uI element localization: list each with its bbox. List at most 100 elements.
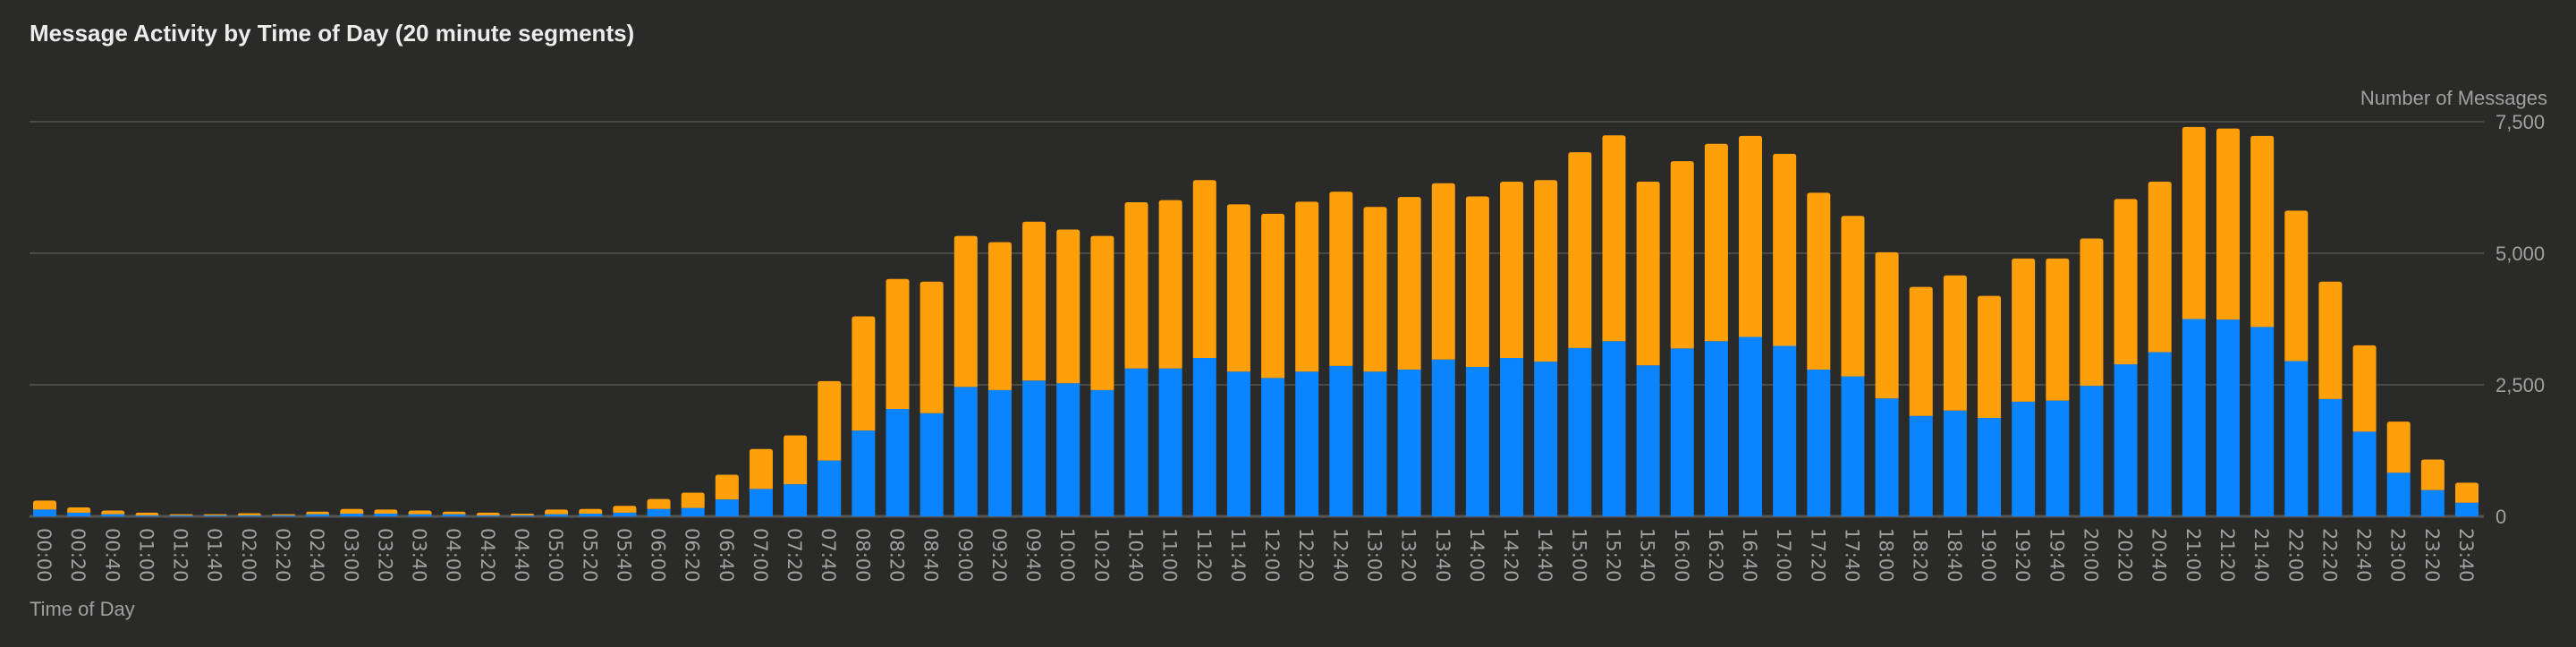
x-tick-label: 04:40 bbox=[511, 528, 532, 583]
bar-segment-top bbox=[306, 511, 330, 515]
bar-segment-top bbox=[1022, 221, 1046, 381]
bar-segment-top bbox=[1534, 180, 1558, 362]
bar-segment-bottom bbox=[203, 515, 227, 516]
bar-segment-top bbox=[374, 509, 398, 515]
x-tick-label: 18:20 bbox=[1910, 528, 1931, 583]
x-tick-label: 12:00 bbox=[1261, 528, 1283, 583]
bar-segment-top bbox=[715, 474, 739, 500]
x-tick-label: 12:40 bbox=[1329, 528, 1351, 583]
x-tick-label: 22:40 bbox=[2353, 528, 2375, 583]
x-tick-label: 00:40 bbox=[101, 528, 123, 583]
bar-segment-bottom bbox=[579, 514, 603, 516]
bar-segment-bottom bbox=[852, 430, 876, 516]
x-tick-label: 09:00 bbox=[954, 528, 976, 583]
bar-segment-bottom bbox=[1704, 341, 1728, 516]
bar-segment-top bbox=[681, 492, 705, 508]
x-tick-label: 11:40 bbox=[1227, 528, 1249, 583]
x-tick-label: 01:40 bbox=[204, 528, 225, 583]
bar-segment-bottom bbox=[374, 514, 398, 516]
bar-segment-top bbox=[442, 511, 466, 515]
bar-segment-bottom bbox=[1636, 365, 1660, 516]
x-tick-label: 06:00 bbox=[648, 528, 669, 583]
x-tick-label: 02:20 bbox=[272, 528, 293, 583]
bar-segment-bottom bbox=[1602, 341, 1626, 516]
bar-segment-bottom bbox=[1909, 415, 1933, 516]
bar-segment-bottom bbox=[135, 515, 159, 516]
bar-segment-bottom bbox=[306, 514, 330, 516]
bar-segment-bottom bbox=[1841, 376, 1865, 516]
x-tick-label: 23:00 bbox=[2387, 528, 2409, 583]
x-tick-label: 09:20 bbox=[988, 528, 1010, 583]
bar-segment-bottom bbox=[2455, 502, 2479, 516]
bar-segment-top bbox=[886, 278, 910, 410]
bar-segment-top bbox=[2386, 421, 2411, 473]
x-tick-label: 06:40 bbox=[716, 528, 737, 583]
x-tick-label: 13:40 bbox=[1432, 528, 1453, 583]
bar-segment-bottom bbox=[442, 514, 466, 516]
bar-segment-top bbox=[919, 281, 944, 413]
x-tick-label: 14:40 bbox=[1534, 528, 1555, 583]
bar-segment-bottom bbox=[1670, 348, 1694, 516]
x-tick-label: 17:20 bbox=[1807, 528, 1828, 583]
bar-segment-bottom bbox=[2284, 361, 2309, 516]
bar-segment-top bbox=[1773, 153, 1797, 346]
bar-segment-bottom bbox=[1192, 358, 1216, 516]
bar-segment-top bbox=[1841, 216, 1865, 377]
x-tick-label: 20:00 bbox=[2080, 528, 2101, 583]
bar-segment-top bbox=[510, 514, 534, 515]
bar-segment-top bbox=[408, 510, 432, 515]
bar-segment-bottom bbox=[1568, 347, 1592, 516]
bar-segment-bottom bbox=[33, 509, 56, 516]
bar-segment-bottom bbox=[613, 512, 637, 516]
bar-segment-bottom bbox=[2216, 319, 2241, 516]
bar-segment-top bbox=[67, 507, 91, 513]
bar-segment-top bbox=[340, 508, 364, 515]
bar-segment-top bbox=[1978, 295, 2002, 419]
bar-segment-top bbox=[2284, 210, 2309, 362]
bar-segment-top bbox=[1909, 286, 1933, 416]
x-tick-label: 03:00 bbox=[340, 528, 361, 583]
bar-segment-top bbox=[2012, 258, 2036, 402]
x-tick-label: 13:20 bbox=[1398, 528, 1419, 583]
x-tick-label: 17:40 bbox=[1841, 528, 1862, 583]
bar-segment-top bbox=[2420, 459, 2445, 490]
bar-segment-top bbox=[2455, 482, 2479, 503]
bar-segment-bottom bbox=[1124, 368, 1148, 516]
bar-segment-bottom bbox=[1500, 358, 1524, 516]
bar-segment-top bbox=[2114, 199, 2138, 365]
bar-segment-top bbox=[1670, 161, 1694, 349]
bar-segment-bottom bbox=[510, 515, 534, 516]
x-tick-label: 11:00 bbox=[1159, 528, 1181, 583]
bar-segment-top bbox=[2046, 258, 2070, 401]
x-tick-label: 20:40 bbox=[2148, 528, 2170, 583]
x-tick-label: 14:00 bbox=[1466, 528, 1487, 583]
bar-segment-bottom bbox=[2386, 472, 2411, 516]
bar-segment-top bbox=[1226, 204, 1250, 372]
x-tick-label: 00:00 bbox=[33, 528, 55, 583]
bar-segment-top bbox=[1056, 229, 1080, 384]
bar-segment-bottom bbox=[2352, 431, 2377, 516]
bar-segment-top bbox=[1602, 135, 1626, 342]
x-tick-label: 23:40 bbox=[2455, 528, 2477, 583]
x-tick-label: 19:20 bbox=[2012, 528, 2033, 583]
bar-segment-bottom bbox=[271, 515, 295, 516]
bar-segment-top bbox=[1192, 180, 1216, 359]
bar-segment-bottom bbox=[2420, 490, 2445, 516]
bar-segment-bottom bbox=[715, 499, 739, 516]
bar-segment-bottom bbox=[1943, 410, 1967, 516]
bar-segment-top bbox=[1261, 213, 1285, 379]
bar-segment-bottom bbox=[919, 413, 944, 516]
bar-segment-top bbox=[987, 242, 1012, 390]
x-tick-label: 16:00 bbox=[1671, 528, 1692, 583]
bar-segment-bottom bbox=[340, 514, 364, 516]
bar-segment-top bbox=[1500, 182, 1524, 359]
x-tick-label: 15:40 bbox=[1637, 528, 1658, 583]
x-tick-label: 06:20 bbox=[682, 528, 703, 583]
bar-segment-bottom bbox=[1056, 383, 1080, 516]
x-tick-label: 15:20 bbox=[1602, 528, 1623, 583]
x-tick-label: 09:40 bbox=[1022, 528, 1044, 583]
bar-segment-bottom bbox=[2250, 327, 2275, 516]
x-tick-label: 10:40 bbox=[1125, 528, 1147, 583]
bar-segment-bottom bbox=[1978, 418, 2002, 516]
x-tick-label: 23:20 bbox=[2421, 528, 2443, 583]
